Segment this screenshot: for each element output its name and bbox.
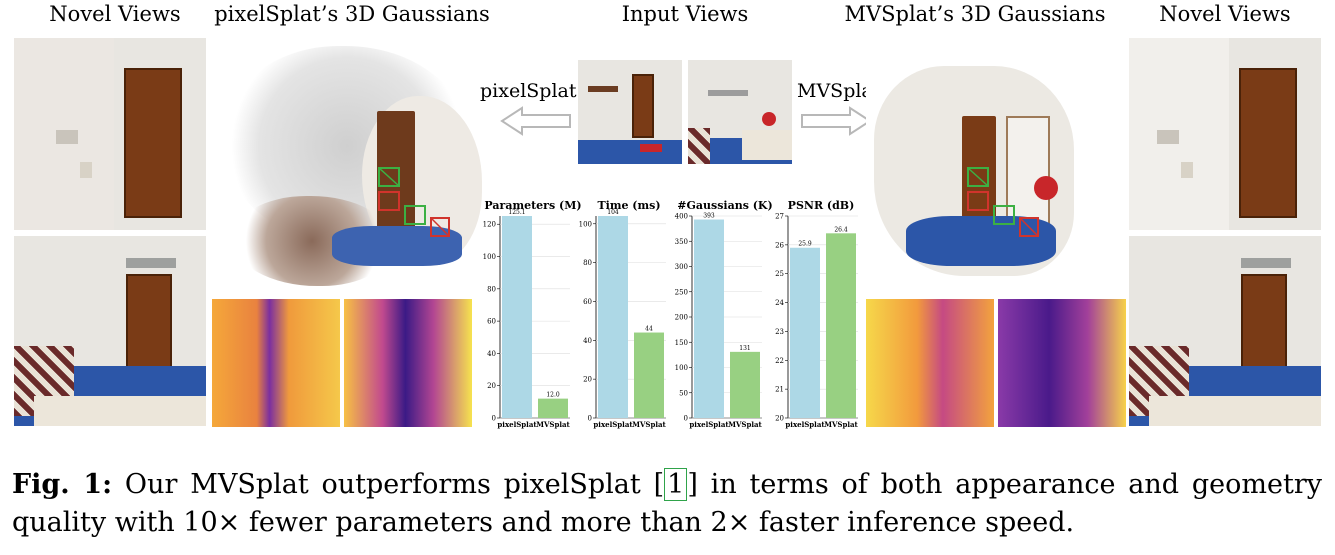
chart-tick-label-2-3: 150 (675, 339, 688, 347)
caption-text-2: in terms of both appearance and geometry… (12, 469, 1322, 538)
chart-category-label-2-1: MVSplat (728, 420, 762, 429)
chart-tick-label-3-0: 20 (775, 415, 784, 423)
chart-tick-label-2-2: 100 (675, 364, 688, 372)
chart-tick-label-3-4: 24 (775, 299, 784, 307)
chart-bar-2-0 (694, 219, 724, 418)
chart-category-label-1-0: pixelSplat (593, 420, 633, 429)
chart-value-label-1-0: 104 (607, 209, 619, 216)
chart-tick-label-2-5: 250 (675, 288, 688, 296)
novel-view-mvsplat-top (1129, 38, 1321, 230)
novel-view-mvsplat-bottom (1129, 236, 1321, 426)
chart-tick-label-1-5: 100 (579, 220, 592, 228)
camera-frustums-pixelsplat (378, 167, 450, 237)
chart-tick-label-1-0: 0 (588, 415, 592, 423)
chart-bar-1-0 (598, 216, 628, 418)
chart-tick-label-0-3: 60 (487, 318, 496, 326)
chart-tick-label-0-5: 100 (483, 253, 496, 261)
chart-tick-label-2-4: 200 (675, 314, 688, 322)
figure-caption: Fig. 1: Our MVSplat outperforms pixelSpl… (12, 468, 1322, 538)
arrow-right-icon (801, 106, 872, 136)
chart-bar-3-0 (790, 247, 820, 418)
mvsplat-depth-2 (998, 299, 1126, 427)
chart-category-label-0-1: MVSplat (536, 420, 570, 429)
chart-tick-label-3-5: 25 (775, 270, 784, 278)
novel-view-pixelsplat-bottom (14, 236, 206, 426)
chart-title-3: PSNR (dB) (788, 199, 855, 212)
chart-tick-label-0-1: 20 (487, 382, 496, 390)
chart-category-label-3-1: MVSplat (824, 420, 858, 429)
chart-category-label-0-0: pixelSplat (497, 420, 537, 429)
chart-value-label-0-0: 125.1 (508, 209, 525, 216)
chart-bar-2-1 (730, 351, 760, 418)
chart-bar-1-1 (634, 332, 664, 418)
metrics-charts: Parameters (M) 0 20 40 60 80 100 120 125.1 pixelS… (483, 199, 859, 429)
chart-tick-label-0-4: 80 (487, 285, 496, 293)
chart-tick-label-3-3: 23 (775, 328, 784, 336)
chart-title-1: Time (ms) (597, 199, 660, 212)
chart-value-label-0-1: 12.0 (546, 392, 560, 399)
input-view-2 (688, 60, 792, 164)
chart-category-label-2-0: pixelSplat (689, 420, 729, 429)
header-mvsplat-gaussians: MVSplat’s 3D Gaussians (844, 2, 1106, 26)
chart-tick-label-2-0: 0 (684, 415, 688, 423)
chart-tick-label-1-1: 20 (583, 376, 592, 384)
caption-text-1: Our MVSplat outperforms pixelSplat (112, 469, 654, 500)
input-view-1 (578, 60, 682, 164)
header-pixelsplat-gaussians: pixelSplat’s 3D Gaussians (214, 2, 490, 26)
chart-title-0: Parameters (M) (484, 199, 581, 212)
chart-bar-0-0 (502, 216, 532, 418)
header-novel-views-left: Novel Views (49, 2, 181, 26)
chart-tick-label-1-4: 80 (583, 259, 592, 267)
chart-tick-label-3-7: 27 (775, 213, 784, 221)
mvsplat-gaussians-render (866, 36, 1126, 296)
chart-tick-label-2-1: 50 (679, 389, 688, 397)
header-novel-views-right: Novel Views (1159, 2, 1291, 26)
chart-tick-label-1-3: 60 (583, 298, 592, 306)
pixelsplat-depth-1 (212, 299, 340, 427)
chart-tick-label-1-2: 40 (583, 337, 592, 345)
chart-tick-label-2-6: 300 (675, 263, 688, 271)
pixelsplat-gaussians-render (212, 36, 494, 296)
chart-bar-3-1 (826, 233, 856, 418)
citation-link[interactable]: 1 (664, 468, 688, 501)
chart-value-label-1-1: 44 (645, 326, 653, 333)
chart-tick-label-2-8: 400 (675, 213, 688, 221)
camera-frustums-mvsplat (967, 167, 1039, 237)
chart-value-label-3-0: 25.9 (798, 241, 812, 248)
chart-tick-label-3-1: 21 (775, 386, 784, 394)
arrow-label-pixelsplat: pixelSplat (480, 80, 577, 102)
chart-tick-label-2-7: 350 (675, 238, 688, 246)
chart-tick-label-0-6: 120 (483, 221, 496, 229)
chart-value-label-2-1: 131 (739, 345, 750, 352)
arrow-label-mvsplat: MVSplat (797, 80, 881, 102)
chart-category-label-1-1: MVSplat (632, 420, 666, 429)
chart-tick-label-0-0: 0 (492, 415, 496, 423)
pixelsplat-depth-2 (344, 299, 472, 427)
novel-view-pixelsplat-top (14, 38, 206, 230)
figure-label: Fig. 1: (12, 469, 113, 500)
arrow-left-icon (500, 106, 571, 136)
chart-tick-label-0-2: 40 (487, 350, 496, 358)
header-input-views: Input Views (621, 2, 749, 26)
chart-bar-0-1 (538, 398, 568, 418)
chart-title-2: #Gaussians (K) (677, 199, 772, 212)
chart-tick-label-3-2: 22 (775, 357, 784, 365)
chart-tick-label-3-6: 26 (775, 241, 784, 249)
chart-value-label-2-0: 393 (703, 213, 715, 220)
chart-category-label-3-0: pixelSplat (785, 420, 825, 429)
mvsplat-depth-1 (866, 299, 994, 427)
chart-value-label-3-1: 26.4 (834, 226, 848, 233)
